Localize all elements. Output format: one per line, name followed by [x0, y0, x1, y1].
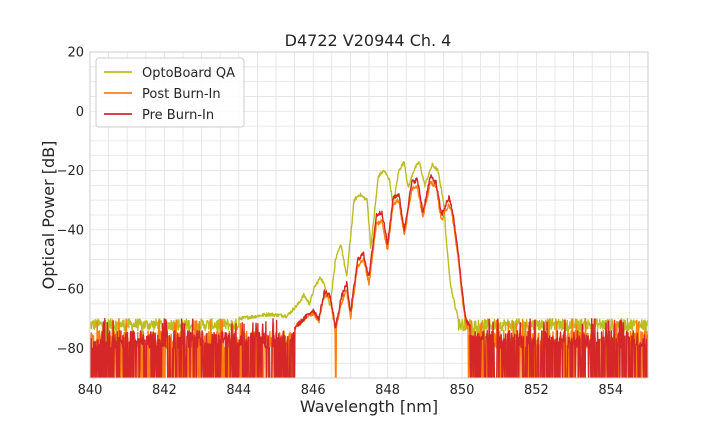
- legend-box: [95, 57, 245, 128]
- plot-area: [90, 160, 648, 378]
- legend-label-post-burn-in: Post Burn-In: [142, 87, 221, 102]
- legend-label-pre-burn-in: Pre Burn-In: [142, 108, 214, 123]
- x-axis-label: Wavelength [nm]: [300, 397, 438, 416]
- x-tick-label: 850: [450, 383, 475, 398]
- x-tick-label: 840: [78, 383, 103, 398]
- series-layer: [90, 160, 648, 378]
- y-tick-label: −40: [57, 223, 84, 238]
- chart-title: D4722 V20944 Ch. 4: [285, 31, 452, 50]
- x-tick-label: 846: [301, 383, 326, 398]
- x-tick-label: 852: [524, 383, 549, 398]
- y-tick-label: −60: [57, 283, 84, 298]
- x-tick-label: 848: [375, 383, 400, 398]
- y-tick-label: 0: [76, 105, 84, 120]
- x-tick-label: 854: [598, 383, 623, 398]
- series-line-pre-burn-in: [90, 174, 648, 378]
- x-tick-label: 842: [152, 383, 177, 398]
- plot-frame: [89, 51, 649, 379]
- y-axis-label: Optical Power [dB]: [39, 141, 58, 290]
- x-tick-label: 844: [226, 383, 251, 398]
- y-tick-label: 20: [67, 46, 84, 61]
- y-tick-labels: 20 0 −20 −40 −60 −80: [57, 46, 84, 357]
- legend: OptoBoard QA Post Burn-In Pre Burn-In: [95, 57, 245, 128]
- y-tick-label: −80: [57, 342, 84, 357]
- y-tick-label: −20: [57, 164, 84, 179]
- x-tick-labels: 840 842 844 846 848 850 852 854: [78, 383, 624, 398]
- legend-label-optoboard-qa: OptoBoard QA: [142, 66, 235, 81]
